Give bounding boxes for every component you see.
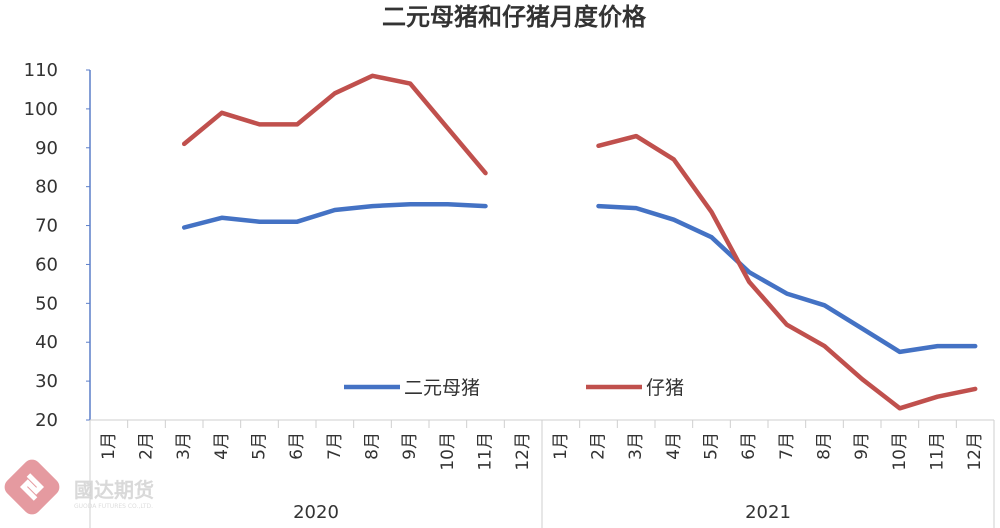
y-tick-label: 20 <box>35 410 58 431</box>
y-tick-label: 90 <box>35 138 58 159</box>
x-month-label: 2月 <box>137 432 157 460</box>
series-line-sow-2021 <box>596 203 978 355</box>
x-month-label: 4月 <box>212 432 232 460</box>
legend: 二元母猪 仔猪 <box>344 377 684 399</box>
y-tick-label: 70 <box>35 216 58 237</box>
x-month-label: 3月 <box>174 432 194 460</box>
x-month-label: 12月 <box>513 432 533 471</box>
x-month-label: 3月 <box>626 432 646 460</box>
x-year-label: 2020 <box>293 502 339 523</box>
x-month-label: 1月 <box>551 432 571 460</box>
x-month-label: 1月 <box>99 432 119 460</box>
series-line-piglet-2020 <box>181 73 488 176</box>
y-tick-label: 30 <box>35 371 58 392</box>
x-month-label: 6月 <box>739 432 759 460</box>
x-month-label: 8月 <box>815 432 835 460</box>
x-axis-categories: 1月 2月 3月 4月 5月 6月 7月 8月 9月 10月 11月 12月 2020 1月 2月 3月 4月 5… <box>89 420 995 528</box>
series-lines <box>181 73 978 411</box>
watermark-sub: GUODA FUTURES CO.,LTD. <box>74 503 153 510</box>
x-month-label: 10月 <box>890 432 910 471</box>
x-month-label: 8月 <box>363 432 383 460</box>
x-month-label: 2月 <box>589 432 609 460</box>
legend-label-sow: 二元母猪 <box>404 377 480 399</box>
x-month-label: 4月 <box>664 432 684 460</box>
series-line-piglet-2021 <box>596 133 978 411</box>
y-tick-label: 50 <box>35 293 58 314</box>
y-tick-label: 60 <box>35 254 58 275</box>
x-month-label: 5月 <box>702 432 722 460</box>
y-tick-label: 40 <box>35 332 58 353</box>
y-tick-label: 80 <box>35 177 58 198</box>
y-tick-label: 110 <box>24 60 58 81</box>
y-axis-ticks: 20 30 40 50 60 70 80 90 100 110 <box>24 60 90 431</box>
x-month-label: 10月 <box>438 432 458 471</box>
legend-label-piglet: 仔猪 <box>646 377 684 399</box>
chart-title: 二元母猪和仔猪月度价格 <box>382 3 647 31</box>
y-tick-label: 100 <box>24 99 58 120</box>
x-month-label: 5月 <box>250 432 270 460</box>
x-month-label: 11月 <box>928 432 948 471</box>
x-year-label: 2021 <box>745 502 791 523</box>
x-month-label: 12月 <box>965 432 985 471</box>
x-month-label: 9月 <box>852 432 872 460</box>
x-month-label: 6月 <box>287 432 307 460</box>
watermark-logo: 國达期货 GUODA FUTURES CO.,LTD. <box>4 459 154 515</box>
watermark-name: 國达期货 <box>74 478 154 502</box>
x-month-label: 7月 <box>777 432 797 460</box>
x-month-label: 11月 <box>476 432 496 471</box>
x-month-label: 9月 <box>400 432 420 460</box>
series-line-sow-2020 <box>181 201 488 230</box>
x-month-label: 7月 <box>325 432 345 460</box>
logo-icon <box>4 459 60 515</box>
